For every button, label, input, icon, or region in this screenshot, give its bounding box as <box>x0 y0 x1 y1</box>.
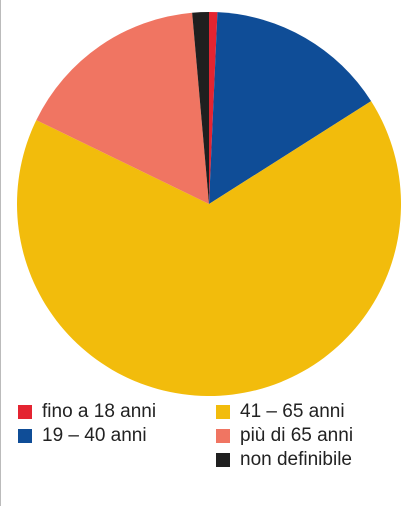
legend-label: fino a 18 anni <box>42 401 156 422</box>
legend-label: 41 – 65 anni <box>240 401 345 422</box>
pie-slice <box>209 12 218 204</box>
legend-swatch <box>216 429 230 443</box>
legend-swatch <box>216 453 230 467</box>
legend-swatch <box>216 405 230 419</box>
pie-slice <box>209 12 372 205</box>
legend-label: più di 65 anni <box>240 425 353 446</box>
pie-slice <box>16 101 402 396</box>
legend-label: 19 – 40 anni <box>42 425 147 446</box>
legend-swatch <box>18 429 32 443</box>
legend-label: non definibile <box>240 449 352 470</box>
pie-slice <box>192 12 209 204</box>
legend-swatch <box>18 405 32 419</box>
pie-slice <box>36 12 209 205</box>
